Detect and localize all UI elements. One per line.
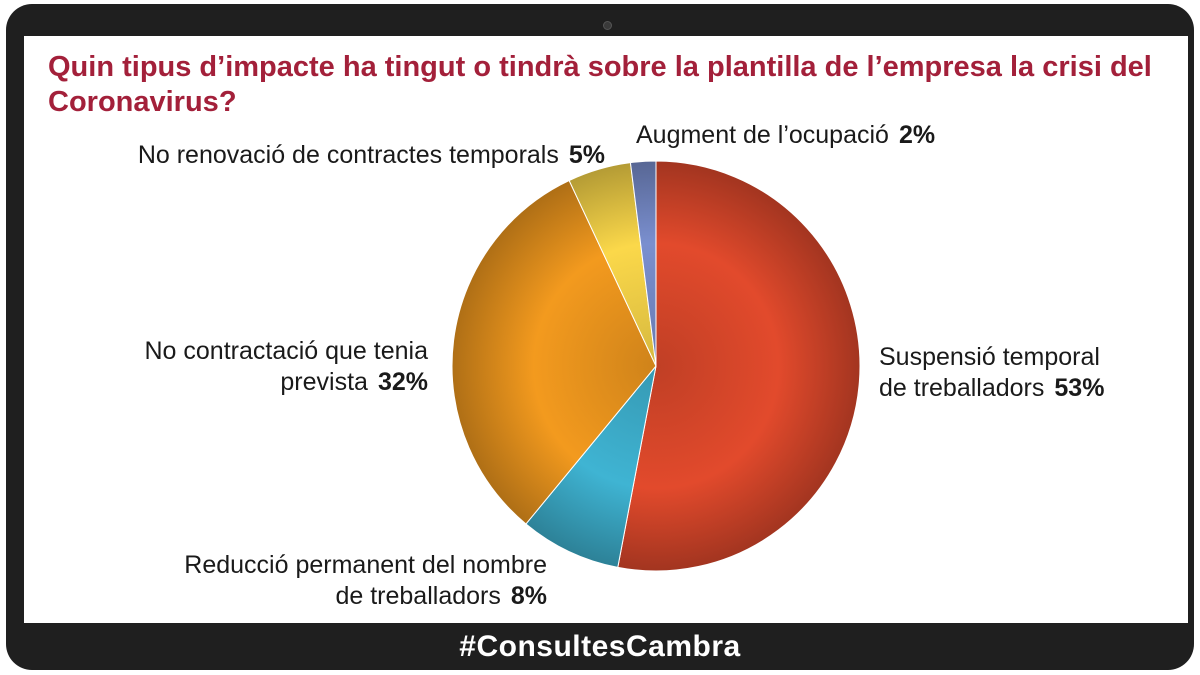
slice-label-no-renovacio: No renovació de contractes temporals 5% — [138, 140, 605, 171]
slice-label-suspensio: Suspensió temporal de treballadors 53% — [879, 342, 1104, 404]
slice-no-contractacio — [451, 179, 657, 525]
slice-label-line: Reducció permanent del nombre — [184, 551, 547, 579]
slice-suspensio — [617, 160, 861, 572]
tablet-frame: Quin tipus d’impacte ha tingut o tindrà … — [6, 4, 1194, 670]
slice-value-label: 32% — [377, 368, 428, 396]
slice-value-label: 8% — [510, 582, 547, 610]
chart-title: Quin tipus d’impacte ha tingut o tindrà … — [48, 51, 1152, 118]
slice-label-no-contractacio: No contractació que tenia prevista 32% — [144, 336, 428, 398]
slice-label-line: prevista — [280, 368, 368, 396]
slice-label-line: No renovació de contractes temporals — [137, 141, 559, 169]
screen: Quin tipus d’impacte ha tingut o tindrà … — [24, 36, 1188, 623]
slice-value-label: 2% — [898, 121, 936, 149]
slice-label-line: Augment de l’ocupació — [636, 121, 889, 149]
slice-reduccio — [525, 365, 657, 568]
slice-label-line: de treballadors — [879, 374, 1045, 402]
slice-label-line: de treballadors — [335, 582, 501, 610]
slice-label-augment: Augment de l’ocupació 2% — [636, 120, 935, 151]
pie-chart — [451, 160, 861, 572]
slice-label-line: No contractació que tenia — [144, 337, 428, 365]
slice-label-line: Suspensió temporal — [879, 343, 1100, 371]
slice-augment — [629, 160, 657, 367]
slice-label-reduccio: Reducció permanent del nombre de treball… — [184, 550, 547, 612]
slice-value-label: 5% — [568, 141, 605, 169]
hashtag-footer: #ConsultesCambra — [459, 630, 741, 663]
slice-value-label: 53% — [1054, 374, 1105, 402]
camera-dot — [603, 21, 612, 30]
